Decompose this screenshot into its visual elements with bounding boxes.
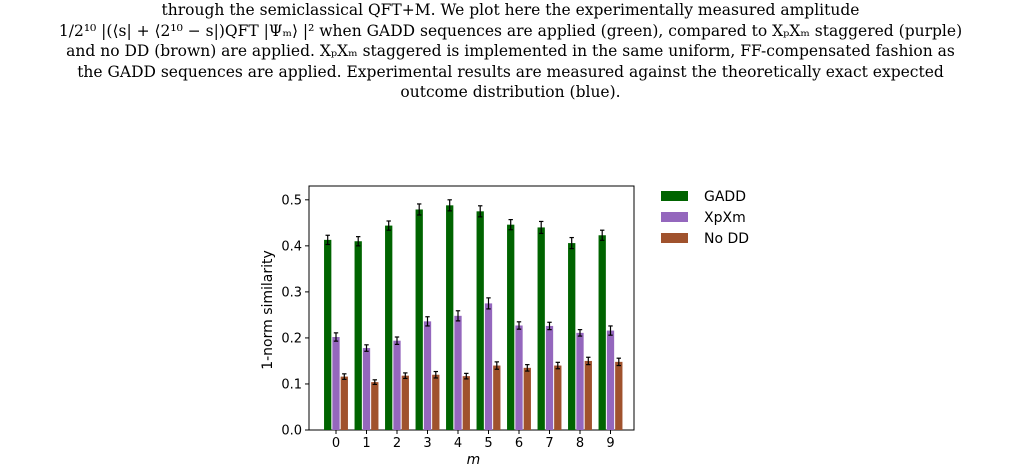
x-tick-label: 5: [484, 436, 492, 451]
bar-xpxm: [545, 325, 554, 430]
y-tick-label: 0.4: [281, 239, 302, 254]
y-axis-label: 1-norm similarity: [260, 250, 276, 370]
bar-gadd: [354, 241, 362, 430]
legend-label-no-dd: No DD: [704, 231, 749, 247]
legend-swatch-no-dd: [661, 233, 688, 243]
bar-no-dd: [554, 365, 562, 430]
caption-line: and no DD (brown) are applied. XₚXₘ stag…: [66, 42, 955, 60]
bar-xpxm: [484, 303, 493, 430]
bar-no-dd: [584, 360, 592, 430]
caption-line: the GADD sequences are applied. Experime…: [77, 62, 944, 81]
bar-xpxm: [332, 337, 340, 430]
x-tick-label: 7: [545, 436, 553, 451]
bar-gadd: [446, 205, 454, 430]
bar-no-dd: [401, 375, 409, 430]
caption-line: through the semiclassical QFT+M. We plot…: [161, 1, 860, 19]
bar-gadd: [507, 224, 515, 430]
y-tick-label: 0.1: [281, 377, 302, 392]
bar-gadd: [476, 211, 484, 430]
bar-no-dd: [371, 382, 379, 430]
x-tick-label: 3: [423, 436, 431, 451]
x-tick-label: 4: [454, 436, 462, 451]
legend-label-gadd: GADD: [704, 189, 746, 205]
x-tick-label: 9: [606, 436, 614, 451]
x-tick-label: 1: [362, 436, 370, 451]
caption-line: 1/2¹⁰ |(⟨s| + ⟨2¹⁰ − s|)QFT |Ψₘ⟩ |² when…: [58, 21, 963, 40]
bar-gadd: [324, 239, 332, 430]
bar-no-dd: [462, 376, 470, 430]
bar-xpxm: [362, 348, 371, 430]
bar-xpxm: [393, 340, 401, 430]
bar-no-dd: [493, 365, 501, 430]
bar-gadd: [537, 227, 545, 430]
bar-no-dd: [340, 376, 348, 430]
x-axis-label: m: [467, 452, 481, 468]
bar-gadd: [598, 235, 606, 430]
bar-xpxm: [606, 330, 615, 430]
y-tick-label: 0.2: [281, 331, 302, 346]
legend-swatch-xpxm: [661, 212, 688, 222]
bar-xpxm: [515, 325, 523, 430]
y-tick-label: 0.3: [281, 285, 302, 300]
plot-frame: [308, 185, 635, 431]
bar-xpxm: [576, 332, 584, 430]
y-tick-label: 0.0: [281, 424, 302, 439]
legend-label-xpxm: XpXm: [704, 210, 746, 226]
x-tick-label: 0: [332, 436, 340, 451]
bar-no-dd: [432, 374, 440, 430]
legend-swatch-gadd: [661, 191, 688, 201]
x-tick-label: 2: [393, 436, 401, 451]
bar-xpxm: [423, 321, 432, 430]
bar-gadd: [415, 209, 423, 430]
figure-caption: through the semiclassical QFT+M. We plot…: [0, 0, 1021, 103]
x-tick-label: 6: [515, 436, 523, 451]
bar-no-dd: [523, 367, 531, 430]
caption-line: outcome distribution (blue).: [400, 83, 621, 101]
bar-gadd: [568, 243, 576, 430]
x-tick-label: 8: [576, 436, 584, 451]
bar-gadd: [385, 225, 393, 430]
y-tick-label: 0.5: [281, 193, 302, 208]
bar-no-dd: [615, 361, 623, 430]
bar-xpxm: [454, 315, 462, 430]
